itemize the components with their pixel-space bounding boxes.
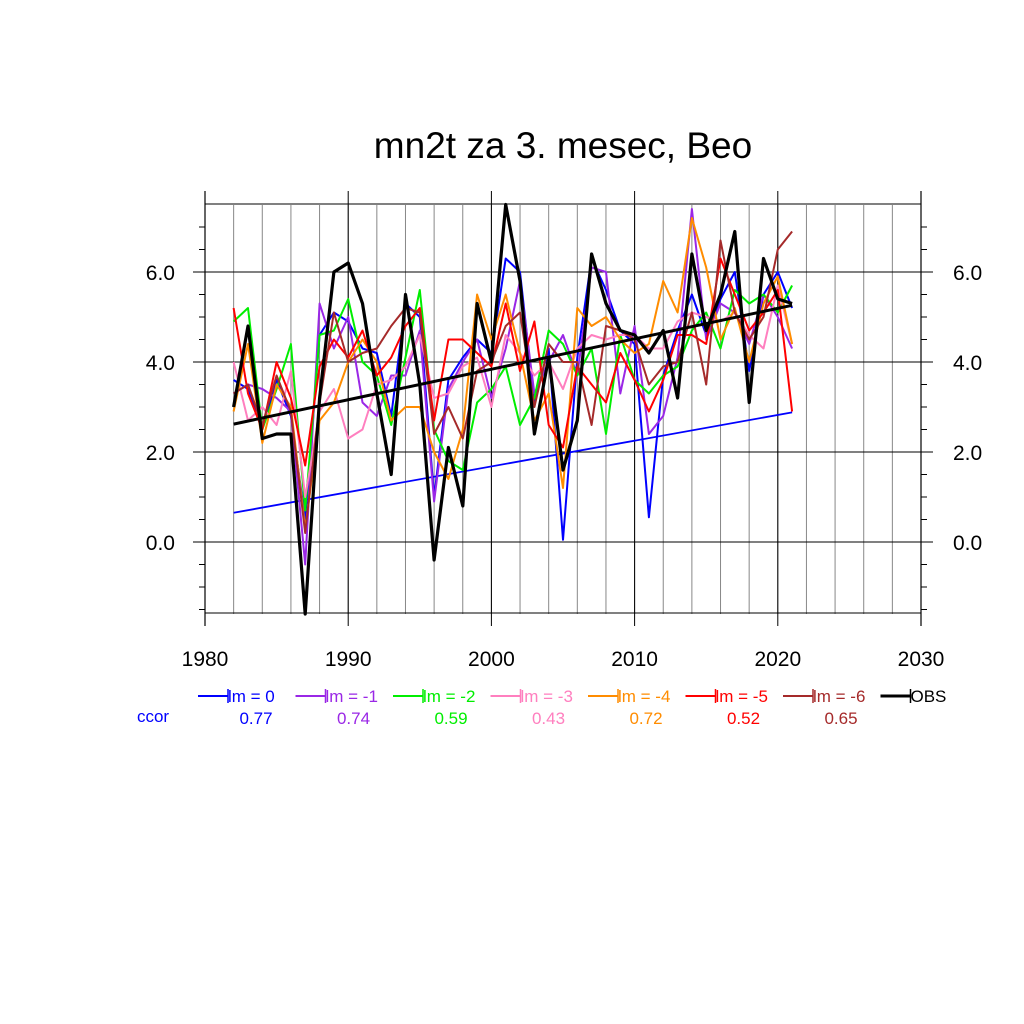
trend-line-7 [233,303,793,426]
x-tick-label: 2010 [611,648,658,671]
grid [205,191,921,626]
y-tick-label-left: 4.0 [146,352,175,375]
legend-ccor-1: 0.74 [337,709,370,728]
legend-ccor-5: 0.52 [727,709,760,728]
legend-label-0: lm = 0 [228,687,275,706]
series-line-3 [232,284,794,498]
axes: 0.0 0.0 2.0 2.0 4.0 4.0 6.0 6.0 1980 1990 2000 2010… [146,191,982,671]
legend-label-3: lm = -3 [521,687,573,706]
trend-line-0 [233,411,793,514]
legend-ccor-2: 0.59 [434,709,467,728]
ccor-label: ccor [137,707,169,726]
legend-label-1: lm = -1 [326,687,378,706]
y-tick-label-right: 0.0 [953,532,982,555]
legend-label-5: lm = -5 [716,687,768,706]
y-tick-label-right: 6.0 [953,262,982,285]
x-tick-label: 2020 [754,648,801,671]
series-line-4 [232,217,794,530]
legend-label-6: lm = -6 [813,687,865,706]
y-tick-label-left: 6.0 [146,262,175,285]
legend-label-2: lm = -2 [423,687,475,706]
x-tick-label: 2030 [898,648,945,671]
series-line-7 [232,202,793,616]
legend-ccor-4: 0.72 [629,709,662,728]
legend: ccor lm = 0 0.77 lm = -1 0.74 lm = -2 0.59 lm =… [137,687,946,728]
legend-ccor-6: 0.65 [824,709,857,728]
x-tick-label: 1990 [325,648,372,671]
legend-ccor-0: 0.77 [239,709,272,728]
series-line-6 [233,230,793,534]
y-tick-label-right: 4.0 [953,352,982,375]
legend-ccor-3: 0.43 [532,709,565,728]
y-tick-label-left: 0.0 [146,532,175,555]
y-tick-label-right: 2.0 [953,442,982,465]
x-tick-label: 2000 [468,648,515,671]
series-group [232,202,794,616]
y-tick-label-left: 2.0 [146,442,175,465]
legend-label-7: OBS [911,687,947,706]
legend-label-4: lm = -4 [618,687,670,706]
x-tick-label: 1980 [182,648,229,671]
chart-title: mn2t za 3. mesec, Beo [374,125,752,166]
